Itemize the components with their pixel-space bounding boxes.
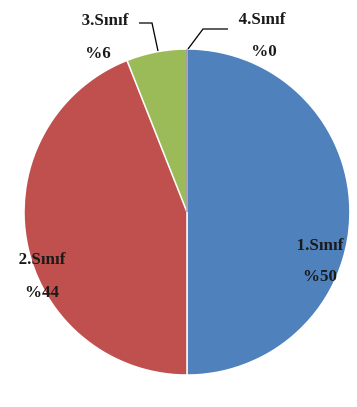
slice-value-3-sinif: %6: [85, 43, 111, 62]
pie-slice-1-sinif: [186, 48, 351, 376]
slice-label-2-sinif: 2.Sınıf: [19, 249, 66, 268]
slices-layer: [23, 48, 351, 376]
slice-label-3-sinif: 3.Sınıf: [82, 10, 129, 29]
slice-label-4-sinif: 4.Sınıf: [239, 9, 286, 28]
leader-line-3-sinif: [139, 22, 159, 52]
slice-value-4-sinif: %0: [251, 41, 277, 60]
leader-line-4-sinif: [187, 28, 228, 50]
slice-value-1-sinif: %50: [303, 266, 337, 285]
slice-label-1-sinif: 1.Sınıf: [297, 235, 344, 254]
pie-slice-2-sinif: [23, 59, 188, 376]
labels-layer: 1.Sınıf %50 2.Sınıf %44 3.Sınıf %6 4.Sın…: [19, 9, 344, 301]
slice-value-2-sinif: %44: [25, 282, 60, 301]
leader-lines-layer: [139, 22, 228, 52]
